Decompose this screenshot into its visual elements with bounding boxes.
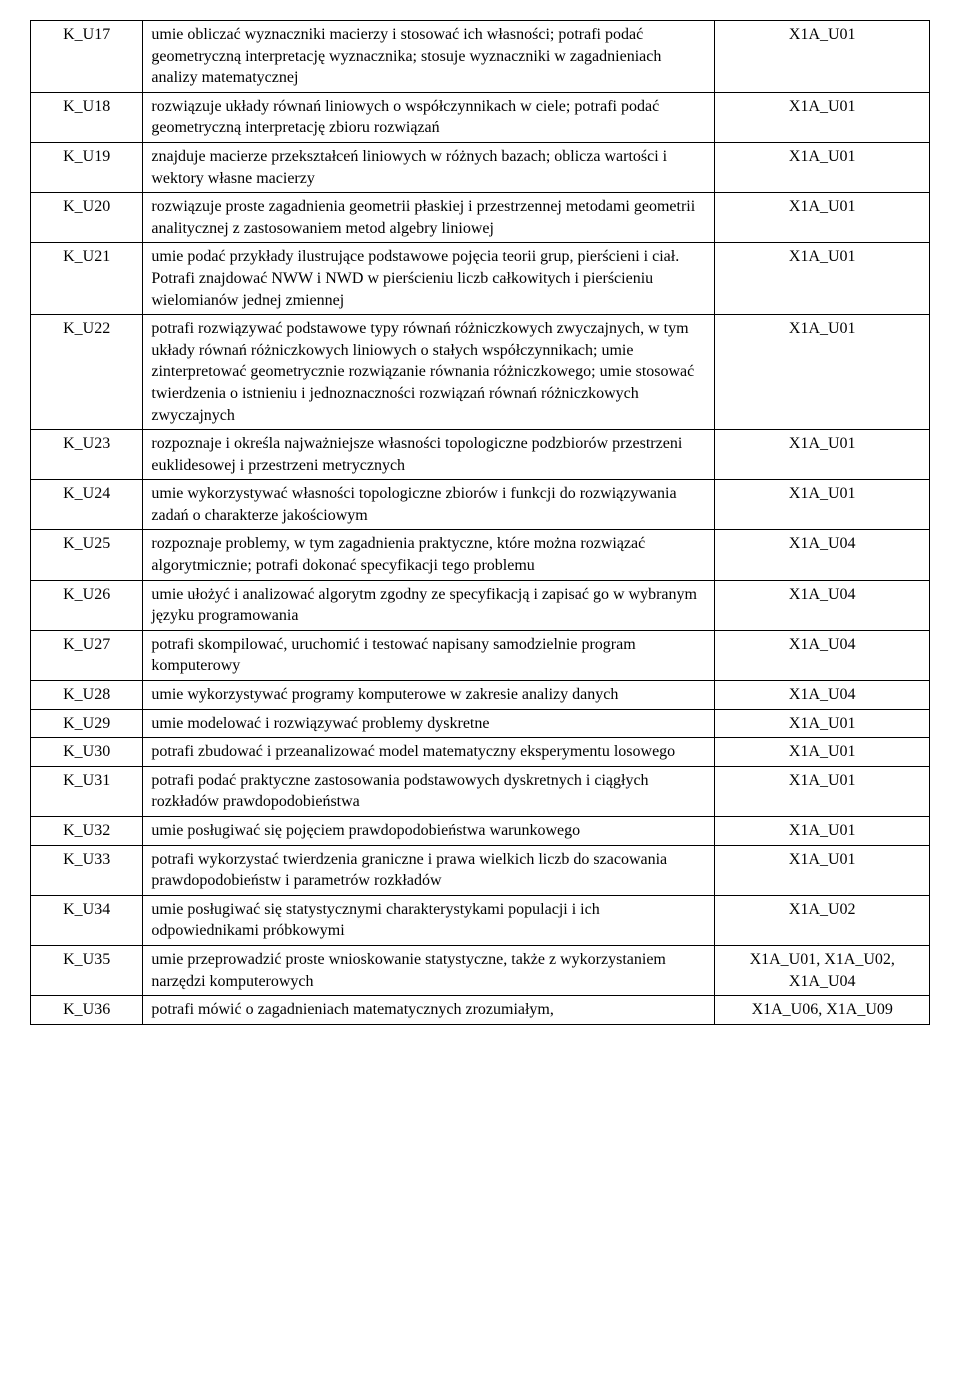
outcome-reference: X1A_U01: [715, 480, 930, 530]
table-row: K_U23rozpoznaje i określa najważniejsze …: [31, 430, 930, 480]
outcome-description: umie posługiwać się pojęciem prawdopodob…: [143, 817, 715, 846]
outcome-description: potrafi rozwiązywać podstawowe typy równ…: [143, 315, 715, 430]
outcome-description: rozpoznaje i określa najważniejsze własn…: [143, 430, 715, 480]
outcome-reference: X1A_U01: [715, 738, 930, 767]
outcome-description: rozpoznaje problemy, w tym zagadnienia p…: [143, 530, 715, 580]
outcome-description: umie wykorzystywać własności topologiczn…: [143, 480, 715, 530]
outcome-reference: X1A_U04: [715, 681, 930, 710]
outcome-code: K_U33: [31, 845, 143, 895]
table-row: K_U18rozwiązuje układy równań liniowych …: [31, 92, 930, 142]
table-row: K_U26umie ułożyć i analizować algorytm z…: [31, 580, 930, 630]
outcome-description: umie modelować i rozwiązywać problemy dy…: [143, 709, 715, 738]
outcome-code: K_U18: [31, 92, 143, 142]
outcome-reference: X1A_U01, X1A_U02, X1A_U04: [715, 945, 930, 995]
outcome-description: potrafi podać praktyczne zastosowania po…: [143, 766, 715, 816]
table-row: K_U31potrafi podać praktyczne zastosowan…: [31, 766, 930, 816]
outcome-reference: X1A_U01: [715, 21, 930, 93]
outcome-description: umie ułożyć i analizować algorytm zgodny…: [143, 580, 715, 630]
outcome-code: K_U22: [31, 315, 143, 430]
outcome-reference: X1A_U01: [715, 430, 930, 480]
table-row: K_U20rozwiązuje proste zagadnienia geome…: [31, 193, 930, 243]
table-row: K_U36potrafi mówić o zagadnieniach matem…: [31, 996, 930, 1025]
outcome-description: umie wykorzystywać programy komputerowe …: [143, 681, 715, 710]
outcome-code: K_U24: [31, 480, 143, 530]
outcome-description: potrafi wykorzystać twierdzenia graniczn…: [143, 845, 715, 895]
table-row: K_U34umie posługiwać się statystycznymi …: [31, 895, 930, 945]
table-row: K_U17umie obliczać wyznaczniki macierzy …: [31, 21, 930, 93]
table-row: K_U30potrafi zbudować i przeanalizować m…: [31, 738, 930, 767]
outcome-reference: X1A_U01: [715, 193, 930, 243]
table-row: K_U29umie modelować i rozwiązywać proble…: [31, 709, 930, 738]
outcome-description: potrafi mówić o zagadnieniach matematycz…: [143, 996, 715, 1025]
table-row: K_U22potrafi rozwiązywać podstawowe typy…: [31, 315, 930, 430]
outcomes-table: K_U17umie obliczać wyznaczniki macierzy …: [30, 20, 930, 1025]
outcome-reference: X1A_U01: [715, 92, 930, 142]
outcome-code: K_U28: [31, 681, 143, 710]
outcome-reference: X1A_U02: [715, 895, 930, 945]
outcome-code: K_U32: [31, 817, 143, 846]
table-row: K_U24umie wykorzystywać własności topolo…: [31, 480, 930, 530]
table-row: K_U21umie podać przykłady ilustrujące po…: [31, 243, 930, 315]
outcome-code: K_U25: [31, 530, 143, 580]
outcome-code: K_U31: [31, 766, 143, 816]
table-row: K_U25rozpoznaje problemy, w tym zagadnie…: [31, 530, 930, 580]
outcome-code: K_U27: [31, 630, 143, 680]
outcome-description: umie podać przykłady ilustrujące podstaw…: [143, 243, 715, 315]
outcome-code: K_U34: [31, 895, 143, 945]
table-row: K_U19znajduje macierze przekształceń lin…: [31, 142, 930, 192]
outcome-reference: X1A_U01: [715, 709, 930, 738]
outcome-description: znajduje macierze przekształceń liniowyc…: [143, 142, 715, 192]
outcome-code: K_U23: [31, 430, 143, 480]
outcome-description: umie przeprowadzić proste wnioskowanie s…: [143, 945, 715, 995]
table-row: K_U28umie wykorzystywać programy kompute…: [31, 681, 930, 710]
outcome-description: potrafi zbudować i przeanalizować model …: [143, 738, 715, 767]
outcome-description: umie posługiwać się statystycznymi chara…: [143, 895, 715, 945]
outcome-reference: X1A_U01: [715, 142, 930, 192]
outcome-code: K_U36: [31, 996, 143, 1025]
table-row: K_U35umie przeprowadzić proste wnioskowa…: [31, 945, 930, 995]
outcome-reference: X1A_U01: [715, 766, 930, 816]
outcome-code: K_U29: [31, 709, 143, 738]
outcome-description: potrafi skompilować, uruchomić i testowa…: [143, 630, 715, 680]
outcome-code: K_U35: [31, 945, 143, 995]
outcome-code: K_U17: [31, 21, 143, 93]
outcome-description: rozwiązuje proste zagadnienia geometrii …: [143, 193, 715, 243]
outcome-description: rozwiązuje układy równań liniowych o wsp…: [143, 92, 715, 142]
table-row: K_U32umie posługiwać się pojęciem prawdo…: [31, 817, 930, 846]
outcome-reference: X1A_U01: [715, 817, 930, 846]
outcome-reference: X1A_U04: [715, 530, 930, 580]
outcome-reference: X1A_U01: [715, 845, 930, 895]
outcome-code: K_U20: [31, 193, 143, 243]
outcome-description: umie obliczać wyznaczniki macierzy i sto…: [143, 21, 715, 93]
outcome-reference: X1A_U04: [715, 630, 930, 680]
outcome-reference: X1A_U01: [715, 243, 930, 315]
outcome-reference: X1A_U01: [715, 315, 930, 430]
outcomes-tbody: K_U17umie obliczać wyznaczniki macierzy …: [31, 21, 930, 1025]
outcome-reference: X1A_U06, X1A_U09: [715, 996, 930, 1025]
table-row: K_U33potrafi wykorzystać twierdzenia gra…: [31, 845, 930, 895]
outcome-code: K_U21: [31, 243, 143, 315]
outcome-reference: X1A_U04: [715, 580, 930, 630]
outcome-code: K_U30: [31, 738, 143, 767]
outcome-code: K_U19: [31, 142, 143, 192]
table-row: K_U27potrafi skompilować, uruchomić i te…: [31, 630, 930, 680]
outcome-code: K_U26: [31, 580, 143, 630]
